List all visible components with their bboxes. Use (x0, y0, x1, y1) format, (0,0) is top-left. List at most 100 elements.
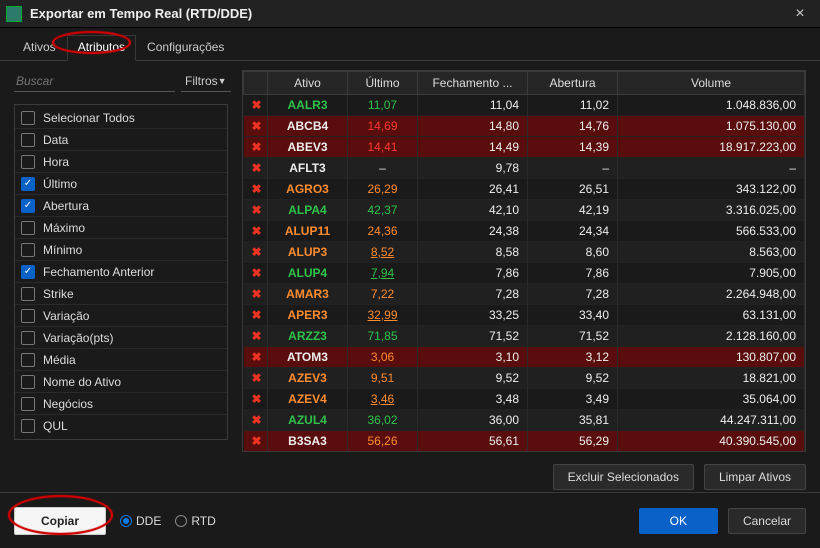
tab-configuracoes[interactable]: Configurações (136, 35, 235, 61)
attribute-label: Máximo (43, 221, 85, 235)
search-input[interactable] (14, 70, 175, 92)
app-icon (6, 6, 22, 22)
delete-row-icon[interactable]: ✖ (244, 179, 268, 200)
cell-ultimo: 3,06 (348, 347, 418, 368)
attribute-checkbox-row[interactable]: Último (15, 173, 227, 195)
table-row[interactable]: ✖ATOM33,063,103,12130.807,00 (244, 347, 805, 368)
cell-ativo: ALUP3 (268, 242, 348, 263)
attribute-checkbox-row[interactable]: Máximo (15, 217, 227, 239)
cell-ultimo: 36,02 (348, 410, 418, 431)
attribute-label: Selecionar Todos (43, 111, 135, 125)
excluir-selecionados-button[interactable]: Excluir Selecionados (553, 464, 694, 490)
attribute-checkbox-row[interactable]: Strike (15, 283, 227, 305)
attribute-checkbox-row[interactable]: Nome do Ativo (15, 371, 227, 393)
col-ultimo[interactable]: Último (348, 72, 418, 95)
delete-row-icon[interactable]: ✖ (244, 137, 268, 158)
limpar-ativos-button[interactable]: Limpar Ativos (704, 464, 806, 490)
table-row[interactable]: ✖AMAR37,227,287,282.264.948,00 (244, 284, 805, 305)
attribute-checkbox-row[interactable]: Variação(pts) (15, 327, 227, 349)
cell-fechamento: 9,78 (418, 158, 528, 179)
table-row[interactable]: ✖B3SA356,2656,6156,2940.390.545,00 (244, 431, 805, 452)
table-row[interactable]: ✖AZEV39,519,529,5218.821,00 (244, 368, 805, 389)
delete-row-icon[interactable]: ✖ (244, 410, 268, 431)
cell-abertura: 26,51 (528, 179, 618, 200)
attribute-checklist: Selecionar Todos Data HoraÚltimo Abertura Má… (14, 104, 228, 440)
attribute-checkbox-row[interactable]: Data (15, 129, 227, 151)
checkbox-icon (21, 155, 35, 169)
attribute-checkbox-row[interactable]: Fechamento Anterior (15, 261, 227, 283)
delete-row-icon[interactable]: ✖ (244, 200, 268, 221)
checkbox-icon (21, 111, 35, 125)
ok-button[interactable]: OK (639, 508, 718, 534)
delete-row-icon[interactable]: ✖ (244, 431, 268, 452)
attribute-checkbox-row[interactable]: Média (15, 349, 227, 371)
table-row[interactable]: ✖ALUP47,947,867,867.905,00 (244, 263, 805, 284)
col-ativo[interactable]: Ativo (268, 72, 348, 95)
delete-row-icon[interactable]: ✖ (244, 389, 268, 410)
checkbox-icon (21, 177, 35, 191)
attribute-checkbox-row[interactable]: Hora (15, 151, 227, 173)
delete-row-icon[interactable]: ✖ (244, 116, 268, 137)
delete-row-icon[interactable]: ✖ (244, 95, 268, 116)
cell-ativo: AFLT3 (268, 158, 348, 179)
col-volume[interactable]: Volume (618, 72, 805, 95)
table-row[interactable]: ✖APER332,9933,2533,4063.131,00 (244, 305, 805, 326)
delete-row-icon[interactable]: ✖ (244, 284, 268, 305)
cancelar-button[interactable]: Cancelar (728, 508, 806, 534)
table-row[interactable]: ✖ABEV314,4114,4914,3918.917.223,00 (244, 137, 805, 158)
cell-volume: 18.917.223,00 (618, 137, 805, 158)
checkbox-icon (21, 199, 35, 213)
table-row[interactable]: ✖ALUP38,528,588,608.563,00 (244, 242, 805, 263)
radio-dot-icon (175, 515, 187, 527)
cell-abertura: 56,29 (528, 431, 618, 452)
cell-ultimo: 3,46 (348, 389, 418, 410)
delete-row-icon[interactable]: ✖ (244, 158, 268, 179)
table-row[interactable]: ✖AGRO326,2926,4126,51343.122,00 (244, 179, 805, 200)
cell-fechamento: 3,48 (418, 389, 528, 410)
filters-dropdown[interactable]: Filtros ▼ (181, 70, 231, 92)
table-row[interactable]: ✖ABCB414,6914,8014,761.075.130,00 (244, 116, 805, 137)
radio-rtd[interactable]: RTD (175, 514, 215, 528)
attribute-label: Data (43, 133, 68, 147)
cell-ativo: B3SA3 (268, 431, 348, 452)
attribute-checkbox-row[interactable]: Variação (15, 305, 227, 327)
table-row[interactable]: ✖AZUL436,0236,0035,8144.247.311,00 (244, 410, 805, 431)
col-abertura[interactable]: Abertura (528, 72, 618, 95)
close-icon[interactable]: × (780, 5, 820, 23)
cell-volume: 18.821,00 (618, 368, 805, 389)
tab-ativos[interactable]: Ativos (12, 35, 67, 61)
delete-row-icon[interactable]: ✖ (244, 263, 268, 284)
attribute-checkbox-row[interactable]: QUL (15, 415, 227, 437)
delete-row-icon[interactable]: ✖ (244, 326, 268, 347)
attribute-label: Strike (43, 287, 74, 301)
delete-row-icon[interactable]: ✖ (244, 221, 268, 242)
table-row[interactable]: ✖AALR311,0711,0411,021.048.836,00 (244, 95, 805, 116)
attribute-label: Abertura (43, 199, 89, 213)
tab-atributos[interactable]: Atributos (67, 35, 136, 61)
checkbox-icon (21, 287, 35, 301)
delete-row-icon[interactable]: ✖ (244, 305, 268, 326)
checkbox-icon (21, 243, 35, 257)
delete-row-icon[interactable]: ✖ (244, 242, 268, 263)
table-row[interactable]: ✖AFLT3–9,78–– (244, 158, 805, 179)
attribute-label: Mínimo (43, 243, 82, 257)
delete-row-icon[interactable]: ✖ (244, 368, 268, 389)
table-row[interactable]: ✖AZEV43,463,483,4935.064,00 (244, 389, 805, 410)
attribute-checkbox-row[interactable]: Abertura (15, 195, 227, 217)
col-fechamento[interactable]: Fechamento ... (418, 72, 528, 95)
attribute-checkbox-row[interactable]: Selecionar Todos (15, 107, 227, 129)
cell-ultimo: 14,69 (348, 116, 418, 137)
table-row[interactable]: ✖ALUP1124,3624,3824,34566.533,00 (244, 221, 805, 242)
copiar-button[interactable]: Copiar (14, 507, 106, 535)
checkbox-icon (21, 133, 35, 147)
delete-row-icon[interactable]: ✖ (244, 347, 268, 368)
table-row[interactable]: ✖ARZZ371,8571,5271,522.128.160,00 (244, 326, 805, 347)
attribute-label: Média (43, 353, 76, 367)
checkbox-icon (21, 375, 35, 389)
attribute-checkbox-row[interactable]: Negócios (15, 393, 227, 415)
table-row[interactable]: ✖ALPA442,3742,1042,193.316.025,00 (244, 200, 805, 221)
attribute-label: Fechamento Anterior (43, 265, 154, 279)
attribute-checkbox-row[interactable]: Mínimo (15, 239, 227, 261)
cell-ativo: APER3 (268, 305, 348, 326)
radio-dde[interactable]: DDE (120, 514, 161, 528)
